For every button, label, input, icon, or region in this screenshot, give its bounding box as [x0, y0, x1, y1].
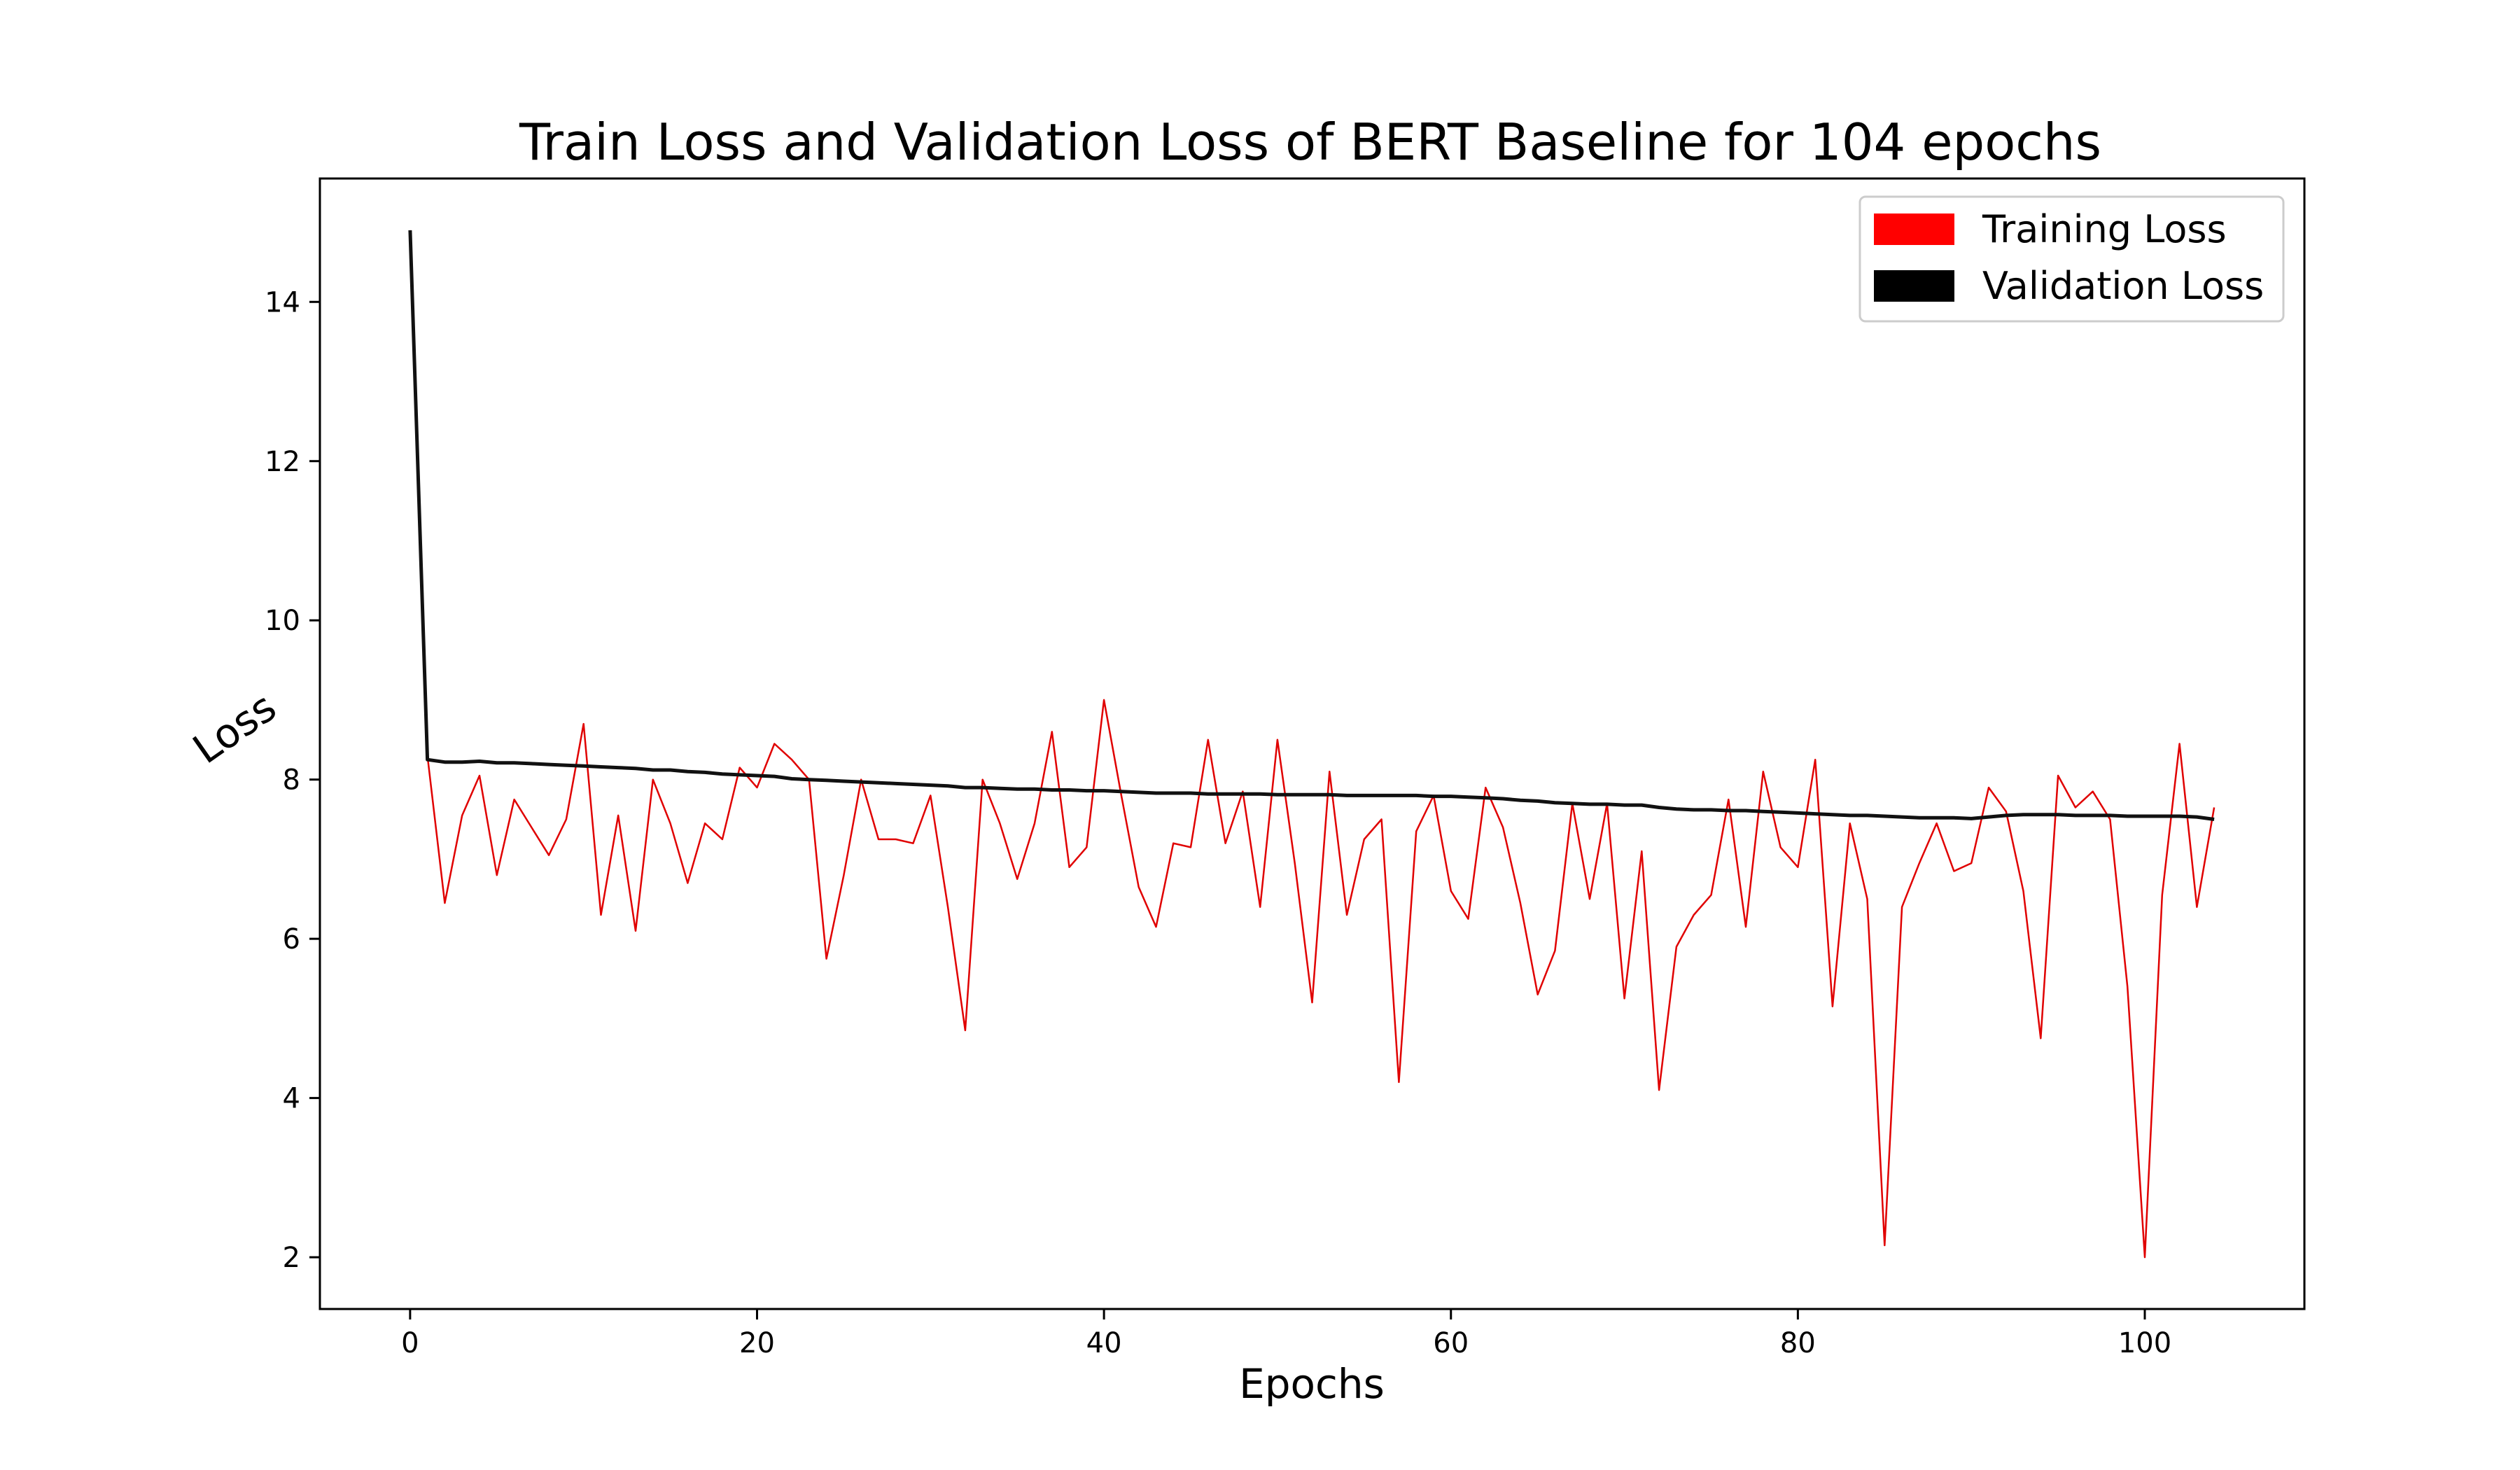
x-tick-label: 20 — [739, 1327, 775, 1359]
x-tick-label: 40 — [1086, 1327, 1122, 1359]
y-tick-label: 2 — [283, 1242, 300, 1274]
x-axis: 0 20 40 60 80 100 — [401, 1309, 2171, 1359]
training-loss-line — [409, 230, 2216, 1259]
legend: Training Loss Validation Loss — [1858, 195, 2285, 323]
y-tick-label: 8 — [283, 764, 300, 797]
y-tick-label: 4 — [283, 1083, 300, 1115]
y-tick-label: 6 — [283, 923, 300, 955]
chart-title: Train Loss and Validation Loss of BERT B… — [519, 113, 2101, 172]
x-axis-label: Epochs — [1239, 1360, 1385, 1408]
legend-swatch-validation-loss — [1874, 270, 1954, 302]
legend-frame — [1858, 195, 2285, 323]
y-tick-label: 10 — [265, 605, 300, 637]
x-tick-label: 60 — [1433, 1327, 1469, 1359]
legend-swatch-training-loss — [1874, 214, 1954, 245]
legend-label-training-loss: Training Loss — [1982, 207, 2227, 251]
legend-label-validation-loss: Validation Loss — [1982, 264, 2264, 308]
x-tick-label: 0 — [401, 1327, 419, 1359]
x-tick-label: 100 — [2118, 1327, 2171, 1359]
plot-area: 0 20 40 60 80 100 2 4 6 8 10 12 14 — [265, 177, 2306, 1359]
plot-frame — [318, 177, 2306, 1310]
y-tick-label: 12 — [265, 446, 300, 478]
validation-loss-line — [408, 230, 2215, 821]
y-axis: 2 4 6 8 10 12 14 — [265, 286, 320, 1274]
x-tick-label: 80 — [1780, 1327, 1816, 1359]
y-tick-label: 14 — [265, 286, 300, 318]
